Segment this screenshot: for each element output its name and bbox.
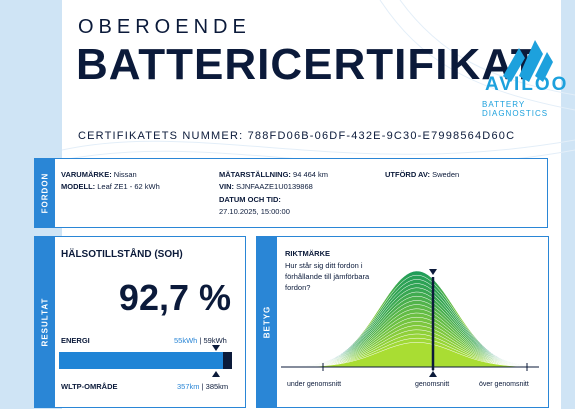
range-marker-icon (212, 371, 220, 377)
energy-nominal: 59kWh (203, 336, 227, 345)
energy-values: 55kWh | 59kWh (174, 336, 227, 345)
bell-curve-layers (280, 270, 540, 368)
energy-current: 55kWh (174, 336, 198, 345)
soh-value: 92,7 % (118, 277, 231, 318)
range-nominal: 385km (205, 382, 229, 391)
vin-row: VIN: SJNFAAZE1U0139868 (219, 182, 313, 191)
performed-label: UTFÖRD AV: (385, 170, 430, 179)
odometer-label: MÄTARSTÄLLNING: (219, 170, 291, 179)
vin-label: VIN: (219, 182, 234, 191)
bell-layer-17 (280, 342, 540, 368)
vehicle-panel: FORDON VARUMÄRKE: Nissan MODELL: Leaf ZE… (34, 158, 548, 228)
brand-value: Nissan (113, 170, 137, 179)
performed-value: Sweden (432, 170, 460, 179)
result-tab: RESULTAT (35, 237, 55, 407)
model-row: MODELL: Leaf ZE1 - 62 kWh (61, 182, 160, 191)
x-label-below-average: under genomsnitt (287, 381, 342, 388)
rating-tab: BETYG (257, 237, 277, 407)
model-label: MODELL: (61, 182, 96, 191)
range-current: 357km (177, 382, 200, 391)
benchmark-bell-curve (280, 269, 540, 377)
odometer-value: 94 464 km (293, 170, 329, 179)
logo-subtitle: BATTERY DIAGNOSTICS (482, 100, 549, 118)
energy-label: ENERGI (61, 336, 90, 345)
brand-label: VARUMÄRKE: (61, 170, 112, 179)
result-panel: RESULTAT HÄLSOTILLSTÅND (SOH) 92,7 % ENE… (34, 236, 246, 408)
position-bottom-marker-icon (429, 371, 437, 377)
right-decor-stripe (561, 0, 575, 409)
range-values: 357km | 385km (177, 382, 229, 391)
energy-marker-icon (212, 345, 220, 351)
vin-value: SJNFAAZE1U0139868 (236, 182, 313, 191)
model-value: Leaf ZE1 - 62 kWh (97, 182, 160, 191)
page-title: BATTERICERTIFIKAT (76, 40, 539, 89)
soh-bar-remainder (223, 352, 232, 369)
date-value: 27.10.2025, 15:00:00 (219, 207, 290, 216)
header-overline: OBEROENDE (78, 16, 251, 38)
x-label-average: genomsnitt (415, 381, 450, 388)
soh-bar (59, 352, 232, 369)
benchmark-label: RIKTMÄRKE (285, 249, 330, 258)
x-label-above-average: över genomsnitt (479, 381, 529, 388)
logo-wordmark: AVILOO (485, 74, 569, 95)
performed-row: UTFÖRD AV: Sweden (385, 170, 459, 179)
benchmark-question: Hur står sig ditt fordon i förhållande t… (285, 261, 370, 292)
odometer-row: MÄTARSTÄLLNING: 94 464 km (219, 170, 328, 179)
range-label: WLTP-OMRÅDE (61, 382, 118, 391)
vehicle-tab: FORDON (35, 159, 55, 227)
brand-row: VARUMÄRKE: Nissan (61, 170, 137, 179)
soh-label: HÄLSOTILLSTÅND (SOH) (61, 249, 183, 260)
date-label: DATUM OCH TID: (219, 195, 281, 204)
rating-panel: BETYG RIKTMÄRKE Hur står sig ditt fordon… (256, 236, 549, 408)
certificate-number: CERTIFIKATETS NUMMER: 788FD06B-06DF-432E… (78, 130, 516, 142)
aviloo-logo-icon (503, 40, 553, 82)
position-top-marker-icon (429, 269, 437, 275)
